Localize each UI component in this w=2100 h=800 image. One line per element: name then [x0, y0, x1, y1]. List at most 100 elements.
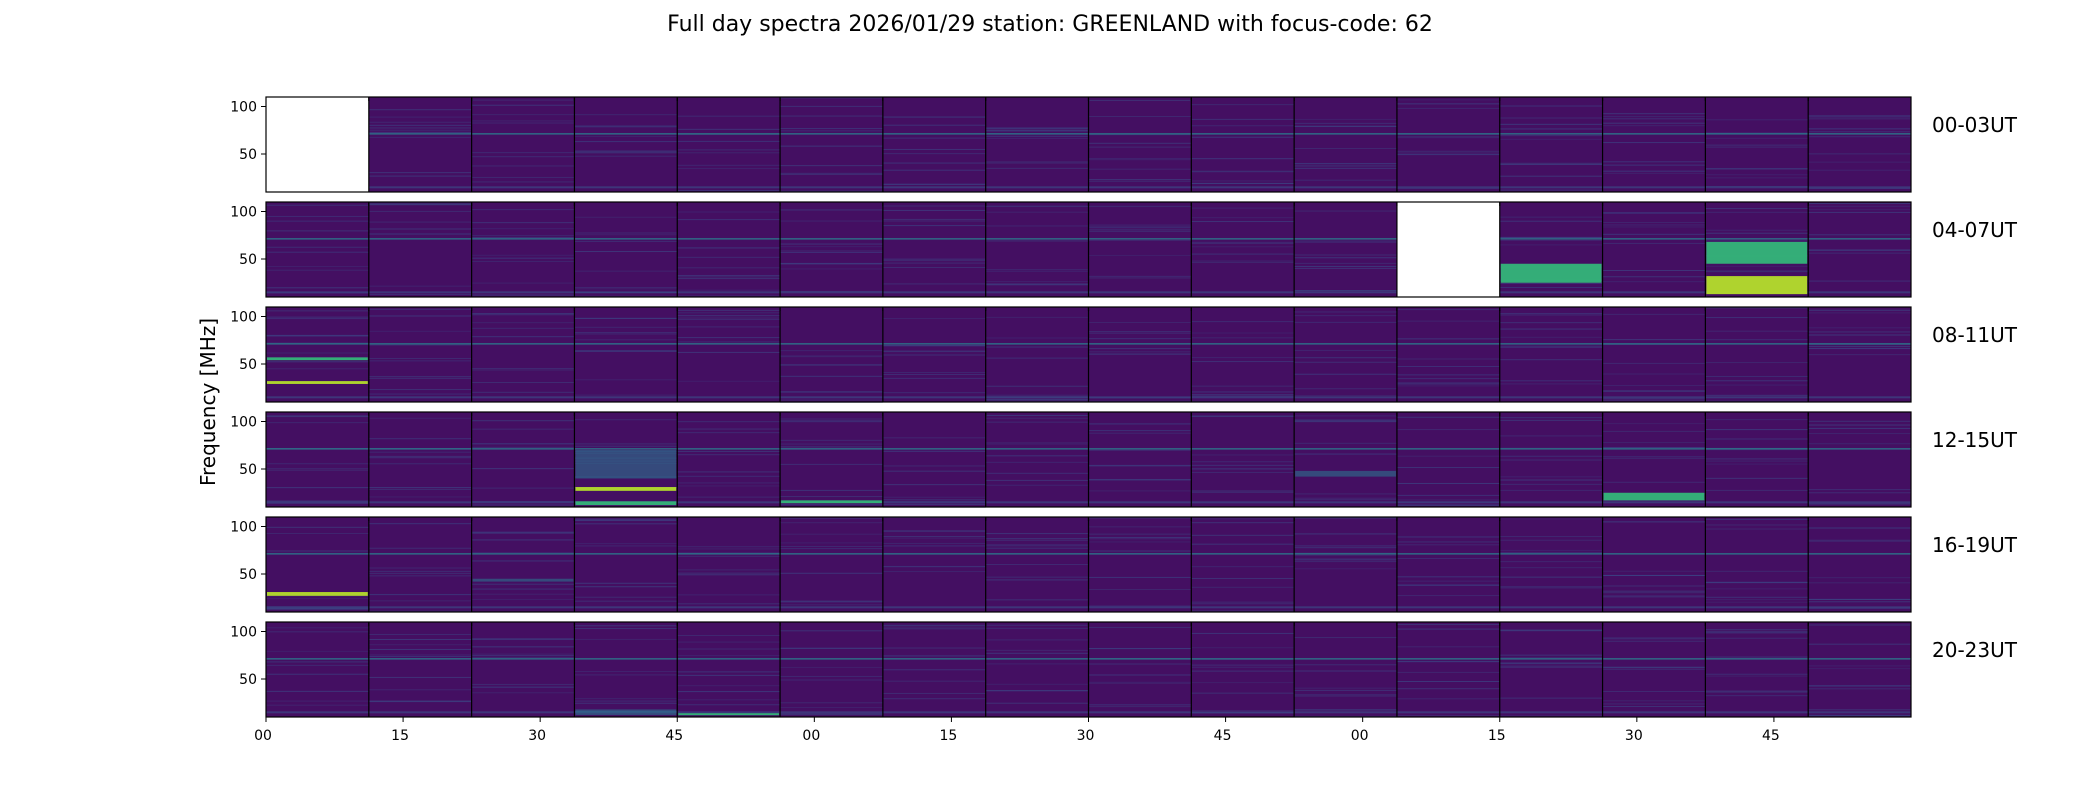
spectrum-noise-line	[1499, 135, 1603, 137]
spectrum-line-72mhz	[985, 238, 1089, 240]
spectrum-noise-line	[1602, 691, 1706, 693]
spectrum-noise-line	[780, 355, 883, 357]
spectrum-low-noise	[1705, 606, 1809, 609]
spectrum-noise-line	[1705, 307, 1809, 309]
y-tick-label: 100	[230, 520, 257, 536]
spectrum-noise-line	[574, 318, 678, 320]
row-label: 12-15UT	[1932, 428, 2018, 452]
spectrum-noise-line	[1808, 643, 1911, 645]
spectrum-noise-line	[677, 309, 781, 311]
spectrum-noise-line	[368, 594, 472, 596]
spectrum-noise-line	[780, 489, 883, 491]
spectrum-line-72mhz	[1396, 448, 1500, 450]
spectrum-line-72mhz	[1294, 553, 1397, 555]
spectrum-noise-line	[368, 203, 472, 205]
spectrum-noise-line	[1602, 668, 1706, 670]
spectrum-noise-line	[471, 685, 575, 687]
spectrum-noise-line	[1191, 170, 1295, 172]
spectrum-low-noise	[882, 606, 986, 609]
spectrum-noise-line	[677, 699, 781, 701]
spectrum-noise-line	[882, 153, 986, 155]
spectrum-panel	[1294, 202, 1397, 297]
spectrum-noise-line	[1088, 159, 1192, 161]
spectrum-low-noise	[1294, 501, 1397, 504]
spectrum-noise-line	[1191, 395, 1295, 397]
spectrum-panel	[266, 517, 369, 612]
spectrum-noise-line	[780, 262, 883, 264]
spectrum-line-72mhz	[1808, 658, 1911, 660]
row-frame	[265, 411, 1912, 508]
spectrum-noise-line	[1191, 158, 1295, 160]
spectrum-noise-line	[882, 437, 986, 439]
spectrum-noise-line	[1808, 234, 1911, 236]
spectrum-noise-line	[471, 294, 575, 296]
spectrum-noise-line	[780, 243, 883, 245]
spectrum-noise-line	[368, 463, 472, 465]
spectrum-noise-line	[882, 266, 986, 268]
spectrum-noise-line	[368, 228, 472, 230]
spectrum-noise-line	[1294, 694, 1397, 696]
spectrum-noise-line	[882, 537, 986, 539]
spectrum-noise-line	[1705, 489, 1809, 491]
spectrum-noise-line	[780, 399, 883, 401]
spectrum-noise-line	[1191, 393, 1295, 395]
spectrum-noise-line	[1191, 610, 1295, 612]
spectrum-low-noise	[882, 186, 986, 189]
spectrum-noise-line	[780, 714, 883, 716]
spectrum-noise-line	[471, 165, 575, 167]
spectrum-low-noise	[677, 291, 781, 294]
spectrum-noise-line	[1088, 647, 1192, 649]
spectrum-noise-line	[882, 566, 986, 568]
bright-band	[1295, 470, 1396, 477]
spectrum-line-72mhz	[1705, 238, 1809, 240]
spectrum-noise-line	[1396, 628, 1500, 630]
spectrum-noise-line	[1705, 631, 1809, 633]
spectrum-noise-line	[882, 627, 986, 629]
spectrum-noise-line	[1191, 461, 1295, 463]
spectrum-noise-line	[574, 333, 678, 335]
spectrum-noise-line	[574, 596, 678, 598]
spectrum-line-72mhz	[1294, 448, 1397, 450]
spectrum-noise-line	[780, 105, 883, 107]
spectrum-noise-line	[574, 674, 678, 676]
spectrum-noise-line	[1294, 388, 1397, 390]
spectrum-noise-line	[1705, 137, 1809, 139]
spectrum-noise-line	[1088, 605, 1192, 607]
spectrum-line-72mhz	[1705, 343, 1809, 345]
spectrum-noise-line	[1602, 313, 1706, 315]
spectrum-line-72mhz	[1499, 658, 1603, 660]
spectrum-noise-line	[1294, 709, 1397, 711]
spectrum-noise-line	[1396, 150, 1500, 152]
spectrum-noise-line	[368, 315, 472, 317]
spectrum-noise-line	[780, 391, 883, 393]
spectrum-noise-line	[471, 443, 575, 445]
spectrum-low-noise	[1088, 396, 1192, 399]
spectrum-low-noise	[368, 606, 472, 609]
bright-band	[1706, 276, 1808, 295]
bright-band	[1603, 492, 1705, 501]
spectrum-noise-line	[1294, 497, 1397, 499]
spectrum-noise-line	[677, 164, 781, 166]
spectrum-noise-line	[985, 284, 1089, 286]
spectrum-noise-line	[677, 574, 781, 576]
spectrum-panel	[266, 307, 369, 402]
spectrum-noise-line	[1705, 596, 1809, 598]
spectrum-noise-line	[1088, 423, 1192, 425]
spectrum-noise-line	[1499, 657, 1603, 659]
spectrum-panel	[574, 97, 678, 192]
spectrum-line-72mhz	[266, 658, 369, 660]
spectrum-noise-line	[882, 116, 986, 118]
spectrum-noise-line	[1808, 527, 1911, 529]
spectrum-noise-line	[1088, 277, 1192, 279]
spectrum-noise-line	[882, 377, 986, 379]
spectrum-noise-line	[780, 666, 883, 668]
spectrum-line-72mhz	[1602, 343, 1706, 345]
spectrum-noise-line	[1396, 103, 1500, 105]
spectrum-noise-line	[882, 351, 986, 353]
spectrum-noise-line	[780, 518, 883, 520]
spectrum-noise-line	[985, 461, 1089, 463]
spectrum-noise-line	[1294, 554, 1397, 556]
spectrum-noise-line	[1602, 224, 1706, 226]
spectrum-noise-line	[368, 610, 472, 612]
spectrum-noise-line	[677, 219, 781, 221]
